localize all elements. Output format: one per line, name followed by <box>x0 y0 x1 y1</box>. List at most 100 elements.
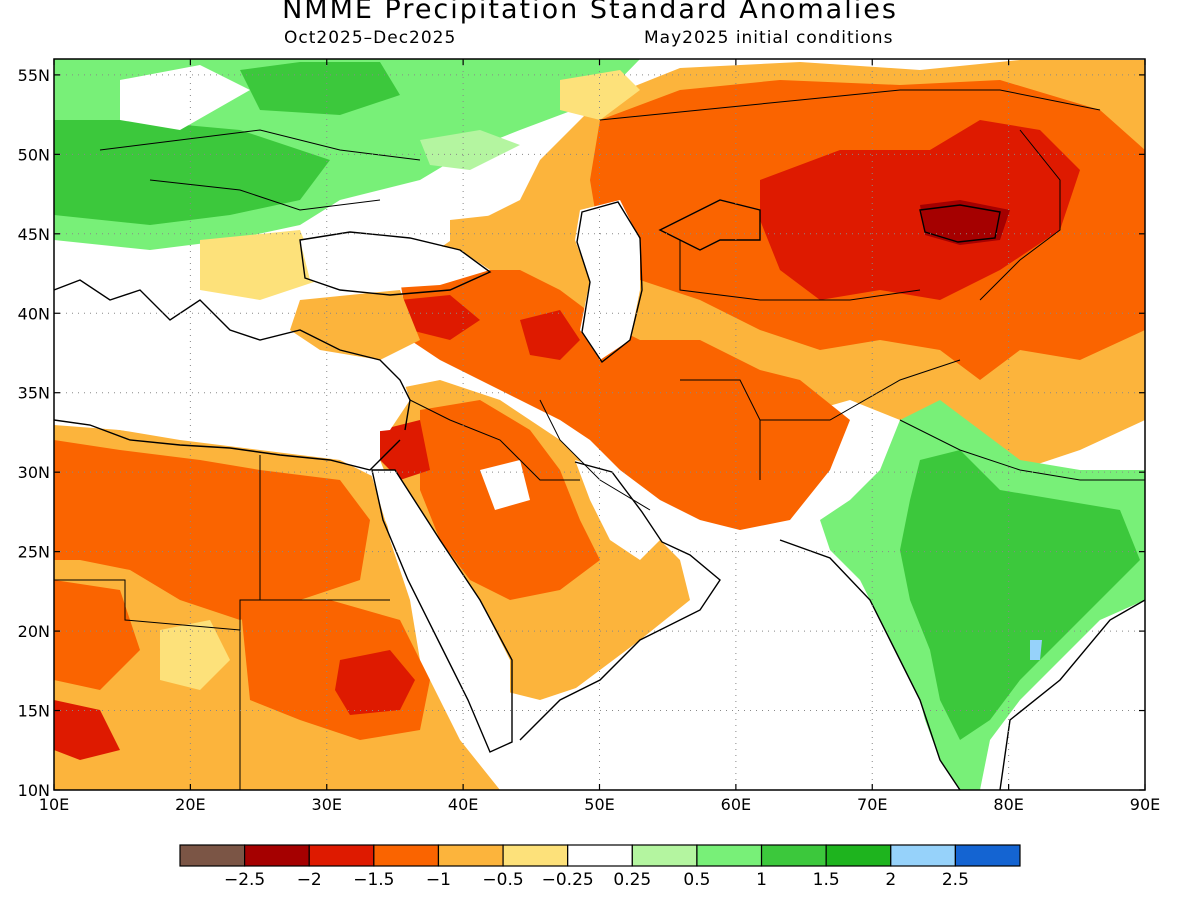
red-sea <box>370 470 510 750</box>
sahel-drier-region <box>54 580 140 690</box>
colorbar-swatch <box>179 844 246 867</box>
iran-iraq-border <box>539 399 651 511</box>
india-east-coast <box>999 599 1145 790</box>
lat-tick-label: 50N <box>18 145 50 164</box>
turkey-west-dry <box>290 290 420 360</box>
black-sea-north-dry <box>450 210 560 265</box>
sahel-slight-dry <box>160 620 230 690</box>
africa-north-coast <box>54 419 401 471</box>
country-borders <box>54 89 1145 790</box>
axis-labels: 10E 20E 30E 40E 50E 60E 70E 80E 90E 10N 15N 20N 25N 3… <box>18 66 1161 814</box>
colorbar-label: 1 <box>756 870 767 890</box>
colorbar-label: −2.5 <box>224 870 265 890</box>
aral-sea-coast <box>658 199 761 251</box>
colorbar-swatch <box>244 844 310 867</box>
colorbar-swatch <box>760 844 827 867</box>
colorbar-label: −1.5 <box>353 870 394 890</box>
china-kazakhstan-border <box>979 129 1061 301</box>
india-west-coast <box>779 539 961 790</box>
colorbar-swatch <box>825 844 892 867</box>
colorbar-label: −1 <box>426 870 451 890</box>
lat-tick-label: 20N <box>18 622 50 641</box>
lon-tick-label: 70E <box>857 795 887 814</box>
map-title: NMME Precipitation Standard Anomalies <box>282 0 898 25</box>
libya-egypt-border <box>239 455 261 790</box>
lon-tick-label: 60E <box>721 795 751 814</box>
colorbar-label: 0.5 <box>683 870 710 890</box>
lon-tick-label: 50E <box>584 795 614 814</box>
red-sea-coast <box>371 469 513 753</box>
lat-tick-label: 40N <box>18 304 50 323</box>
colorbar-swatch <box>890 844 956 867</box>
lat-tick-label: 15N <box>18 702 50 721</box>
lat-tick-label: 10N <box>18 781 50 800</box>
kazakhstan-south-border <box>679 240 921 301</box>
anomaly-fields <box>54 59 1145 790</box>
afghanistan-dry <box>690 390 740 440</box>
lon-tick-label: 90E <box>1130 795 1160 814</box>
caspian-coast <box>576 201 643 364</box>
black-sea <box>300 235 490 290</box>
lon-tick-label: 10E <box>39 795 69 814</box>
iran-dry-region <box>400 270 850 530</box>
colorbar-swatch <box>502 844 569 867</box>
forecast-period: Oct2025–Dec2025 <box>284 28 457 48</box>
lon-tick-label: 30E <box>312 795 342 814</box>
jordan-driest <box>380 420 430 480</box>
lon-tick-label: 20E <box>175 795 205 814</box>
colorbar-swatch <box>308 844 375 867</box>
central-europe-borders <box>99 129 421 161</box>
sudan-driest-region <box>335 650 415 715</box>
lat-tick-label: 35N <box>18 384 50 403</box>
balkan-borders <box>149 179 381 211</box>
balkans-slight-dry <box>200 230 320 300</box>
balkhash-coast <box>919 204 1001 243</box>
colorbar-swatch <box>437 844 504 867</box>
lat-tick-label: 30N <box>18 463 50 482</box>
india-wetter-region <box>900 450 1140 740</box>
lat-tick-label: 55N <box>18 66 50 85</box>
initial-conditions: May2025 initial conditions <box>644 28 894 48</box>
north-germany-neutral <box>120 65 250 130</box>
lat-tick-label: 45N <box>18 225 50 244</box>
libya-egypt-drier <box>54 440 370 620</box>
iraq-border <box>409 399 580 481</box>
colorbar-label: −0.5 <box>482 870 523 890</box>
colorbar-label: 1.5 <box>813 870 840 890</box>
colorbar: −2.5 −2 −1.5 −1 −0.5 −0.25 0.25 0.5 1 1.5 2 2.5 <box>179 844 1021 890</box>
afghanistan-border <box>680 379 761 480</box>
colorbar-label: −2 <box>297 870 322 890</box>
pakistan-border <box>760 359 961 421</box>
mediterranean-north-coast <box>54 279 411 431</box>
colorbar-swatch <box>567 844 633 867</box>
himalaya-border <box>899 419 1145 481</box>
lat-tick-label: 25N <box>18 543 50 562</box>
coastlines <box>54 199 1145 790</box>
colorbar-label: 0.25 <box>613 870 651 890</box>
black-sea-coast <box>299 231 492 296</box>
india-extreme-wet-spot <box>1030 640 1042 660</box>
turkey-east-driest <box>400 295 480 340</box>
chad-driest-region <box>54 700 120 760</box>
axis-ticks <box>53 59 1146 791</box>
colorbar-swatch <box>373 844 440 867</box>
central-europe-wetter-region <box>54 120 330 225</box>
russia-kazakhstan-border <box>599 89 1101 121</box>
bay-of-bengal <box>1000 620 1145 790</box>
lon-tick-label: 40E <box>448 795 478 814</box>
colorbar-label: 2.5 <box>942 870 969 890</box>
caucasus-driest <box>520 310 580 360</box>
colorbar-swatch <box>954 844 1021 867</box>
colorbar-label: −0.25 <box>542 870 594 890</box>
arabian-sea <box>520 540 960 790</box>
mediterranean-sea <box>54 260 410 440</box>
lon-tick-label: 80E <box>993 795 1023 814</box>
colorbar-label: 2 <box>885 870 896 890</box>
colorbar-swatch <box>631 844 698 867</box>
colorbar-swatch <box>696 844 763 867</box>
persian-gulf <box>575 460 660 560</box>
ukraine-light-wet <box>420 130 520 170</box>
chad-libya-border <box>54 579 241 631</box>
caspian-sea <box>575 200 640 360</box>
